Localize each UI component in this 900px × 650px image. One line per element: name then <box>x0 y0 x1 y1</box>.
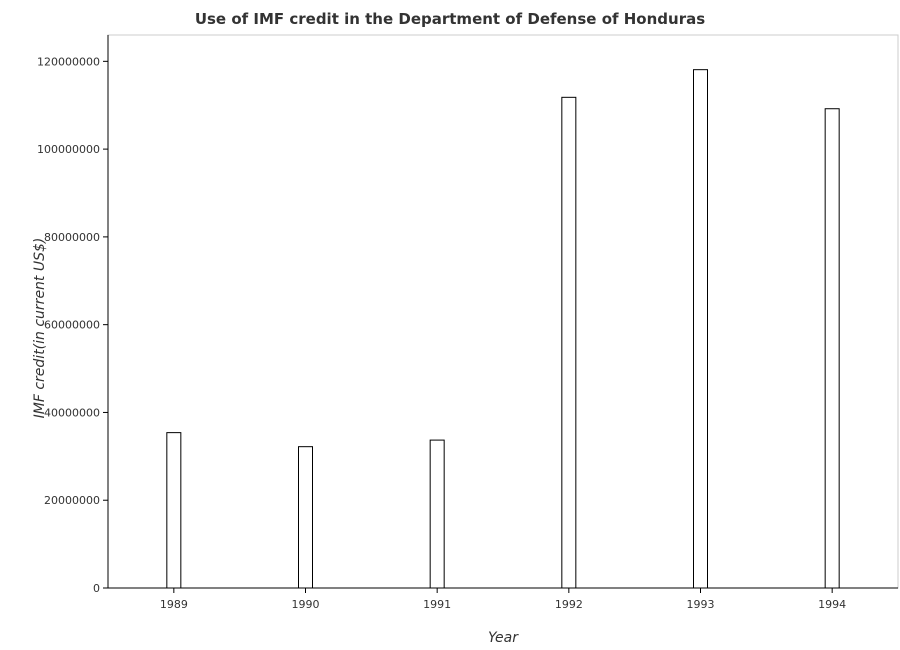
y-tick-label: 80000000 <box>44 231 100 244</box>
y-tick-label: 60000000 <box>44 319 100 332</box>
plot-border <box>107 34 899 589</box>
y-tick-label: 20000000 <box>44 494 100 507</box>
bar-1992 <box>561 96 577 589</box>
x-tick-label: 1991 <box>423 598 451 611</box>
y-tick-label: 0 <box>93 582 100 595</box>
y-tick-label: 100000000 <box>37 143 100 156</box>
x-tick-label: 1994 <box>818 598 846 611</box>
bar-1989 <box>166 432 182 589</box>
x-axis-label: Year <box>488 630 519 646</box>
bars <box>166 69 840 589</box>
bar-1991 <box>429 439 445 589</box>
y-tick-label: 120000000 <box>37 55 100 68</box>
bar-1993 <box>693 69 708 589</box>
chart-title: Use of IMF credit in the Department of D… <box>194 10 706 28</box>
x-tick-label: 1993 <box>687 598 715 611</box>
x-tick-label: 1992 <box>555 598 583 611</box>
x-tick-label: 1989 <box>160 598 188 611</box>
x-axis: 1989 1990 1991 1992 1993 1994 <box>108 587 898 611</box>
y-axis: 0 20000000 40000000 60000000 80000000 1000000… <box>37 35 109 595</box>
bar-1994 <box>824 108 840 589</box>
y-tick-label: 40000000 <box>44 406 100 419</box>
y-axis-label: IMF credit(in current US$) <box>32 238 48 419</box>
plot-frame <box>107 34 899 589</box>
bar-1990 <box>298 446 313 589</box>
x-tick-label: 1990 <box>292 598 320 611</box>
